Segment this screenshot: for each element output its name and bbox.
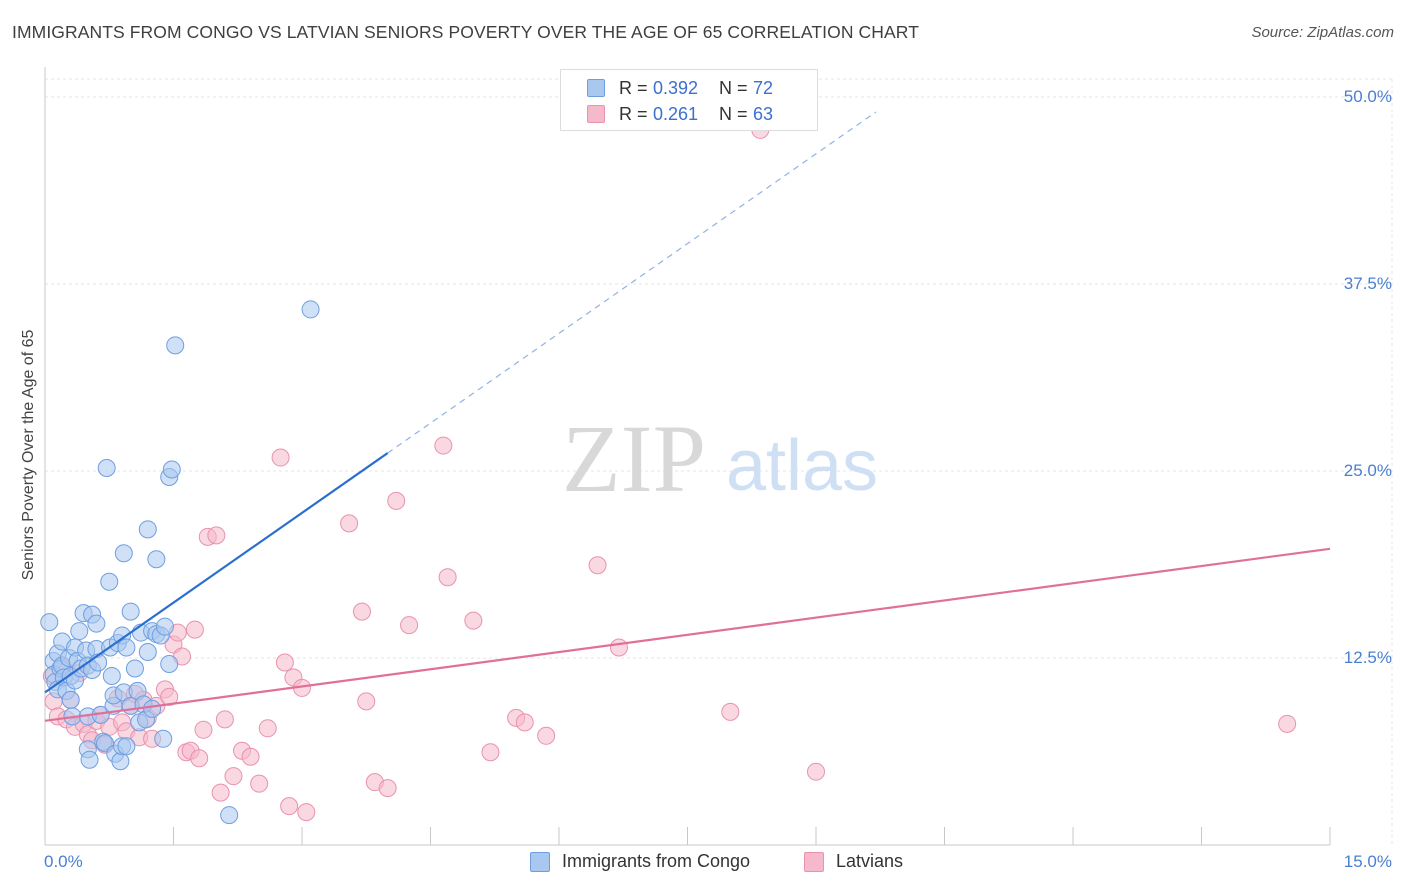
source-credit: Source: ZipAtlas.com	[1251, 24, 1394, 41]
point-latvians	[1278, 714, 1297, 733]
legend-item-congo[interactable]: Immigrants from Congo	[530, 851, 750, 872]
point-congo	[40, 613, 59, 632]
legend-row-congo: R = 0.392 N = 72	[587, 76, 773, 100]
legend-label-latvians: Latvians	[836, 851, 904, 871]
point-latvians	[280, 797, 299, 816]
point-congo	[117, 638, 136, 657]
point-congo	[80, 750, 99, 769]
legend-r-label: R =	[619, 103, 648, 124]
chart-title: IMMIGRANTS FROM CONGO VS LATVIAN SENIORS…	[12, 22, 919, 42]
legend-n-value: 63	[753, 103, 774, 124]
point-congo	[138, 520, 157, 539]
legend-swatch-pink	[804, 851, 824, 872]
point-latvians	[275, 653, 294, 672]
gridlines	[45, 78, 1393, 845]
point-congo	[301, 300, 320, 319]
point-latvians	[400, 616, 419, 635]
point-latvians	[588, 556, 607, 575]
point-congo	[100, 572, 119, 591]
legend-n-label: N =	[719, 103, 748, 124]
point-latvians	[271, 448, 290, 467]
point-congo	[220, 806, 239, 825]
point-latvians	[340, 514, 359, 533]
y-tick-label: 50.0%	[1343, 87, 1392, 106]
point-congo	[102, 666, 121, 685]
point-latvians	[609, 638, 628, 657]
point-congo	[87, 614, 106, 633]
point-latvians	[721, 702, 740, 721]
point-congo	[117, 737, 136, 756]
point-congo	[138, 643, 157, 662]
point-congo	[162, 460, 181, 479]
point-congo	[147, 550, 166, 569]
point-latvians	[185, 620, 204, 639]
point-latvians	[434, 436, 453, 455]
legend-n-value: 72	[753, 77, 774, 98]
y-tick-label: 25.0%	[1343, 461, 1392, 480]
point-congo	[61, 690, 80, 709]
point-latvians	[807, 762, 825, 781]
point-latvians	[378, 779, 397, 798]
point-latvians	[352, 602, 371, 621]
y-tick-label: 12.5%	[1343, 648, 1392, 667]
trend-lines	[44, 111, 1331, 722]
point-latvians	[194, 720, 213, 739]
legend-swatch-pink	[587, 105, 605, 123]
point-latvians	[297, 803, 316, 822]
axes	[44, 67, 1331, 846]
trend-line-latvians	[44, 547, 1331, 722]
legend-swatch-blue	[530, 851, 550, 872]
legend-r-label: R =	[619, 77, 648, 98]
point-latvians	[258, 719, 277, 738]
point-latvians	[387, 491, 406, 510]
point-congo	[70, 622, 89, 641]
point-latvians	[481, 743, 500, 762]
trend-extension-congo	[387, 111, 877, 454]
point-congo	[111, 752, 130, 771]
point-latvians	[207, 526, 226, 545]
point-latvians	[211, 783, 230, 802]
y-tick-label: 37.5%	[1343, 274, 1392, 293]
trend-line-congo	[44, 452, 389, 694]
point-congo	[160, 654, 179, 673]
legend-item-latvians[interactable]: Latvians	[804, 851, 903, 872]
point-congo	[121, 602, 140, 621]
point-latvians	[215, 710, 234, 729]
legend-n-label: N =	[719, 77, 748, 98]
legend-row-latvians: R = 0.261 N = 63	[587, 102, 773, 126]
point-congo	[143, 699, 162, 718]
series-congo	[40, 300, 320, 825]
point-congo	[125, 659, 144, 678]
point-latvians	[438, 568, 457, 587]
point-latvians	[250, 774, 269, 793]
point-latvians	[241, 747, 260, 766]
watermark-atlas: atlas	[726, 426, 878, 506]
point-latvians	[464, 611, 483, 630]
legend-label-congo: Immigrants from Congo	[562, 851, 751, 871]
point-latvians	[224, 767, 243, 786]
point-latvians	[515, 713, 534, 732]
point-latvians	[357, 692, 376, 711]
x-tick-label-max: 15.0%	[1343, 852, 1392, 871]
legend-r-value: 0.261	[653, 103, 699, 124]
point-congo	[154, 729, 173, 748]
point-latvians	[160, 687, 179, 706]
correlation-legend: R = 0.392 N = 72 R = 0.261 N = 63	[560, 69, 818, 131]
x-tick-label-min: 0.0%	[44, 852, 83, 871]
legend-r-value: 0.392	[653, 77, 699, 98]
point-congo	[97, 459, 116, 478]
point-latvians	[537, 726, 556, 745]
point-congo	[114, 544, 133, 563]
zipatlas-watermark: ZIP atlas	[562, 405, 878, 512]
point-congo	[166, 336, 185, 355]
point-latvians	[190, 749, 209, 768]
legend-swatch-blue	[587, 79, 605, 97]
watermark-zip: ZIP	[562, 405, 706, 512]
point-congo	[155, 617, 174, 636]
